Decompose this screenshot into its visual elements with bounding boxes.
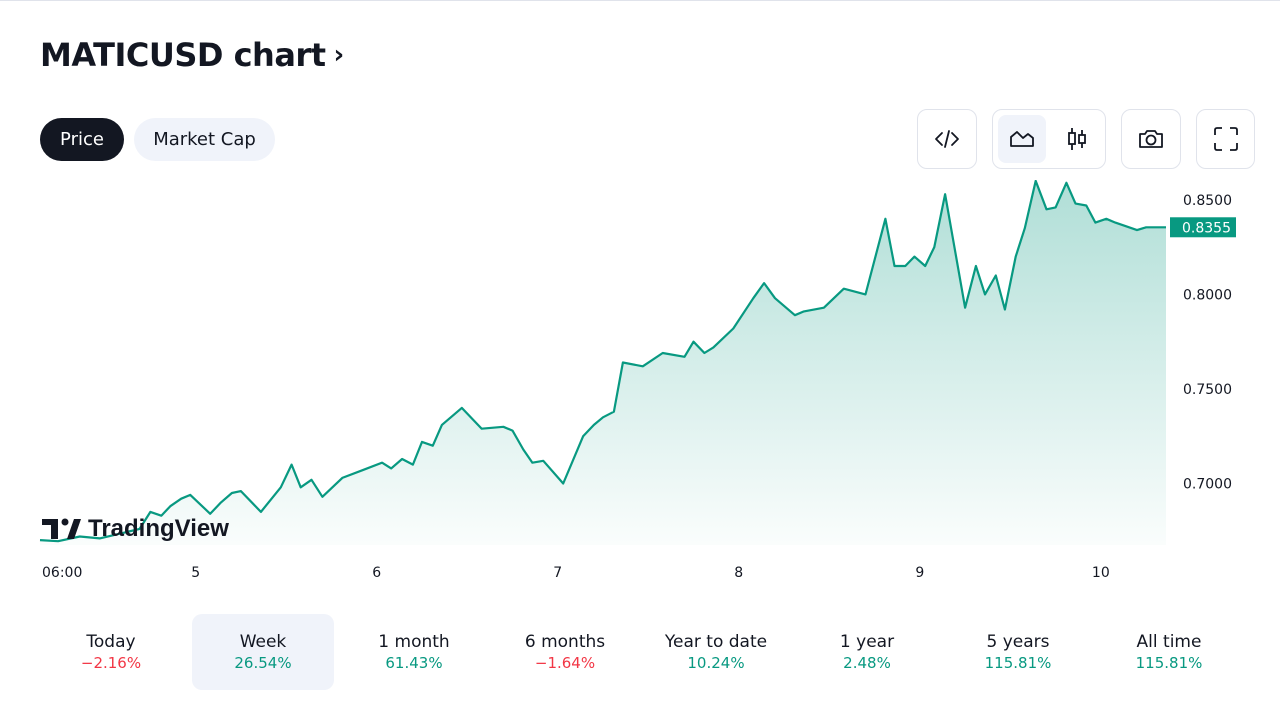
period-5-years[interactable]: 5 years 115.81%	[947, 614, 1089, 690]
embed-button[interactable]	[917, 109, 977, 169]
last-price-label: 0.8355	[1170, 217, 1236, 238]
period-selector: Today −2.16% Week 26.54% 1 month 61.43% 6 mont…	[40, 614, 1240, 690]
price-chart[interactable]: 0.8500 0.8000 0.7500 0.7000 06:00 5 6 7 8 9 10 0.…	[0, 180, 1280, 590]
tradingview-logo-icon	[42, 518, 81, 539]
last-price-badge	[1170, 217, 1236, 238]
period-label: 6 months	[524, 632, 606, 652]
period-label: All time	[1136, 632, 1202, 652]
candles-style-button[interactable]	[1053, 115, 1101, 163]
fullscreen-button[interactable]	[1196, 109, 1255, 169]
area-style-button[interactable]	[998, 115, 1046, 163]
camera-icon	[1139, 130, 1163, 148]
price-area-fill	[40, 180, 1166, 545]
chart-style-group	[992, 109, 1106, 169]
period-1-month[interactable]: 1 month 61.43%	[343, 614, 485, 690]
last-price-value: 0.8355	[1182, 220, 1231, 236]
x-tick-label: 5	[191, 565, 200, 581]
x-tick-label: 7	[553, 565, 562, 581]
period-year-to-date[interactable]: Year to date 10.24%	[645, 614, 787, 690]
period-change: −2.16%	[80, 654, 142, 672]
screenshot-button[interactable]	[1121, 109, 1181, 169]
y-axis: 0.8500 0.8000 0.7500 0.7000	[1183, 193, 1232, 493]
x-tick-label: 10	[1092, 565, 1110, 581]
period-change: 115.81%	[984, 654, 1052, 672]
y-tick-label: 0.8500	[1183, 193, 1232, 209]
tab-market-cap[interactable]: Market Cap	[134, 118, 275, 161]
tab-price[interactable]: Price	[40, 118, 124, 161]
candles-icon	[1068, 128, 1086, 150]
area-chart-icon	[1010, 131, 1034, 147]
period-change: 2.48%	[843, 654, 891, 672]
y-tick-label: 0.7000	[1183, 477, 1232, 493]
page-title[interactable]: MATICUSD chart ›	[40, 36, 344, 74]
code-embed-icon	[935, 130, 959, 148]
period-label: Week	[239, 632, 287, 652]
chevron-right-icon: ›	[333, 40, 345, 70]
watermark-text: TradingView	[88, 515, 229, 542]
period-change: 10.24%	[687, 654, 745, 672]
period-all-time[interactable]: All time 115.81%	[1098, 614, 1240, 690]
x-tick-label: 8	[734, 565, 743, 581]
period-today[interactable]: Today −2.16%	[40, 614, 182, 690]
x-tick-label: 06:00	[42, 565, 82, 581]
x-tick-label: 9	[915, 565, 924, 581]
period-label: Year to date	[664, 632, 768, 652]
tradingview-watermark: TradingView	[42, 515, 229, 542]
top-divider	[0, 0, 1280, 1]
period-change: 61.43%	[385, 654, 443, 672]
x-tick-label: 6	[372, 565, 381, 581]
page-title-text: MATICUSD chart	[40, 36, 326, 74]
price-line	[39, 180, 1166, 543]
period-label: 1 month	[378, 632, 450, 652]
x-axis: 06:00 5 6 7 8 9 10	[42, 565, 1110, 581]
period-week[interactable]: Week 26.54%	[192, 614, 334, 690]
period-label: 1 year	[839, 632, 895, 652]
period-1-year[interactable]: 1 year 2.48%	[796, 614, 938, 690]
period-label: 5 years	[986, 632, 1050, 652]
period-change: −1.64%	[534, 654, 596, 672]
fullscreen-icon	[1213, 127, 1238, 151]
period-6-months[interactable]: 6 months −1.64%	[494, 614, 636, 690]
period-change: 115.81%	[1135, 654, 1203, 672]
period-change: 26.54%	[234, 654, 292, 672]
y-tick-label: 0.7500	[1183, 382, 1232, 398]
period-label: Today	[86, 632, 136, 652]
y-tick-label: 0.8000	[1183, 287, 1232, 303]
